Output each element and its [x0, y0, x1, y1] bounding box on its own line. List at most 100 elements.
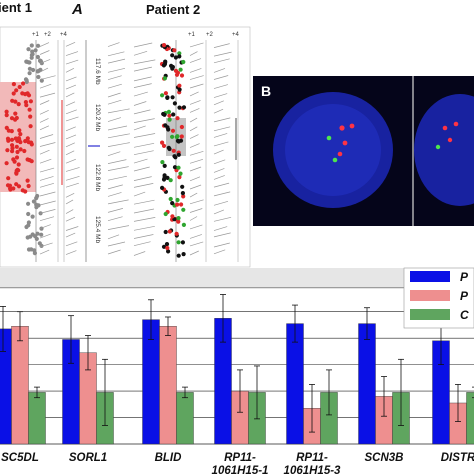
probe-dot — [176, 219, 181, 224]
gene-annotation-mark — [189, 241, 204, 247]
gene-annotation-mark — [39, 242, 53, 248]
probe-dot — [181, 207, 186, 212]
gene-annotation-mark — [133, 158, 148, 164]
gene-annotation-mark — [65, 209, 74, 214]
gene-annotation-mark — [39, 142, 56, 147]
probe-dot — [27, 71, 32, 76]
probe-dot — [9, 129, 14, 134]
probe-dot — [36, 203, 41, 208]
gene-annotation-mark — [213, 108, 224, 114]
gene-annotation-mark — [189, 150, 204, 156]
probe-dot — [29, 142, 34, 147]
probe-dot — [18, 140, 23, 145]
gene-annotation-mark — [133, 76, 152, 82]
probe-dot — [35, 69, 40, 74]
probe-dot — [25, 235, 30, 240]
chart-x-tick-labels: SC5DL SORL1 BLID RP11-1061H15-1RP11-1061H15… — [1, 452, 474, 474]
probe-dot — [171, 148, 176, 153]
gene-annotation-mark — [189, 100, 201, 105]
probe-dot — [179, 124, 184, 130]
position-tick-3: 122.8 Mb — [94, 164, 101, 191]
probe-dot — [168, 196, 173, 202]
probe-dot — [175, 134, 180, 139]
probe-dot — [6, 176, 11, 181]
gene-annotation-mark — [107, 166, 129, 171]
gene-annotation-mark — [189, 234, 203, 239]
x-tick-label: RP11- — [224, 452, 256, 464]
gene-annotation-mark — [133, 208, 155, 214]
gene-annotation-mark — [189, 126, 198, 132]
probe-dot — [13, 111, 18, 116]
probe-dot — [28, 124, 33, 129]
bar-series-3 — [466, 392, 474, 445]
probe-dot — [160, 93, 165, 98]
gene-annotation-mark — [189, 192, 198, 198]
gene-annotation-mark — [133, 199, 155, 205]
gene-annotation-mark — [65, 41, 76, 47]
gene-annotation-mark — [39, 109, 49, 115]
gene-annotation-mark — [189, 184, 202, 190]
probe-dot — [179, 134, 184, 139]
gene-annotation-mark — [39, 224, 51, 229]
probe-dot — [165, 245, 170, 251]
patient-1-label: ient 1 — [0, 0, 32, 15]
probe-dot — [9, 116, 15, 121]
probe-dot — [175, 138, 180, 143]
probe-dot — [14, 88, 19, 93]
probe-dot — [165, 95, 170, 100]
gene-annotation-mark — [107, 216, 123, 222]
probe-dot — [31, 199, 36, 204]
gene-annotation-mark — [65, 142, 75, 148]
gene-annotation-mark — [107, 234, 120, 240]
fish-signal-red — [349, 123, 355, 129]
fish-signal-red — [447, 137, 453, 143]
probe-dot — [172, 165, 178, 170]
probe-dot — [26, 201, 31, 206]
gene-annotation-mark — [107, 225, 130, 230]
scale-mark-4: +4 — [60, 32, 68, 38]
gene-annotation-mark — [107, 42, 120, 47]
bar-chart: PPC SC5DL SORL1 BLID RP11-1061H15-1RP11-106… — [0, 267, 474, 474]
fish-signal-red — [442, 125, 448, 131]
probe-dot — [16, 162, 21, 167]
gene-annotation-mark — [39, 167, 55, 173]
probe-dot — [23, 100, 28, 105]
gene-annotation-mark — [213, 182, 230, 188]
bar-series-1 — [358, 323, 376, 445]
probe-dot — [167, 117, 172, 122]
probe-dot — [175, 202, 180, 207]
probe-dot — [168, 178, 173, 183]
probe-dot — [32, 248, 37, 253]
probe-dot — [36, 43, 41, 48]
gene-annotation-mark — [213, 242, 230, 248]
gene-annotation-mark — [133, 83, 152, 88]
scale-mark-2: +2 — [44, 32, 52, 38]
gene-annotation-mark — [213, 51, 232, 57]
fish-signal-red — [337, 151, 343, 157]
probe-dot — [180, 184, 185, 189]
probe-dot — [162, 163, 167, 168]
patient-2-gene-column — [107, 42, 232, 256]
gene-annotation-mark — [133, 166, 150, 172]
probe-dot — [166, 109, 171, 114]
gene-annotation-mark — [65, 84, 77, 90]
bar-series-3 — [176, 392, 194, 445]
gene-annotation-mark — [189, 176, 201, 182]
probe-dot — [176, 240, 181, 245]
probe-dot — [163, 123, 168, 128]
position-tick-1: 117.6 Mb — [94, 58, 101, 85]
gene-annotation-mark — [65, 216, 76, 222]
gene-annotation-mark — [107, 58, 126, 64]
probe-dot — [11, 157, 16, 162]
scale-mark-p2-2: +2 — [206, 32, 214, 38]
probe-dot — [14, 115, 19, 121]
gene-annotation-mark — [133, 125, 146, 131]
probe-dot — [162, 43, 167, 48]
gene-annotation-mark — [39, 75, 56, 81]
chart-top-band — [0, 268, 474, 288]
gene-annotation-mark — [39, 83, 52, 89]
gene-annotation-mark — [213, 84, 228, 89]
gene-annotation-mark — [65, 92, 75, 98]
gene-annotation-mark — [39, 42, 50, 47]
